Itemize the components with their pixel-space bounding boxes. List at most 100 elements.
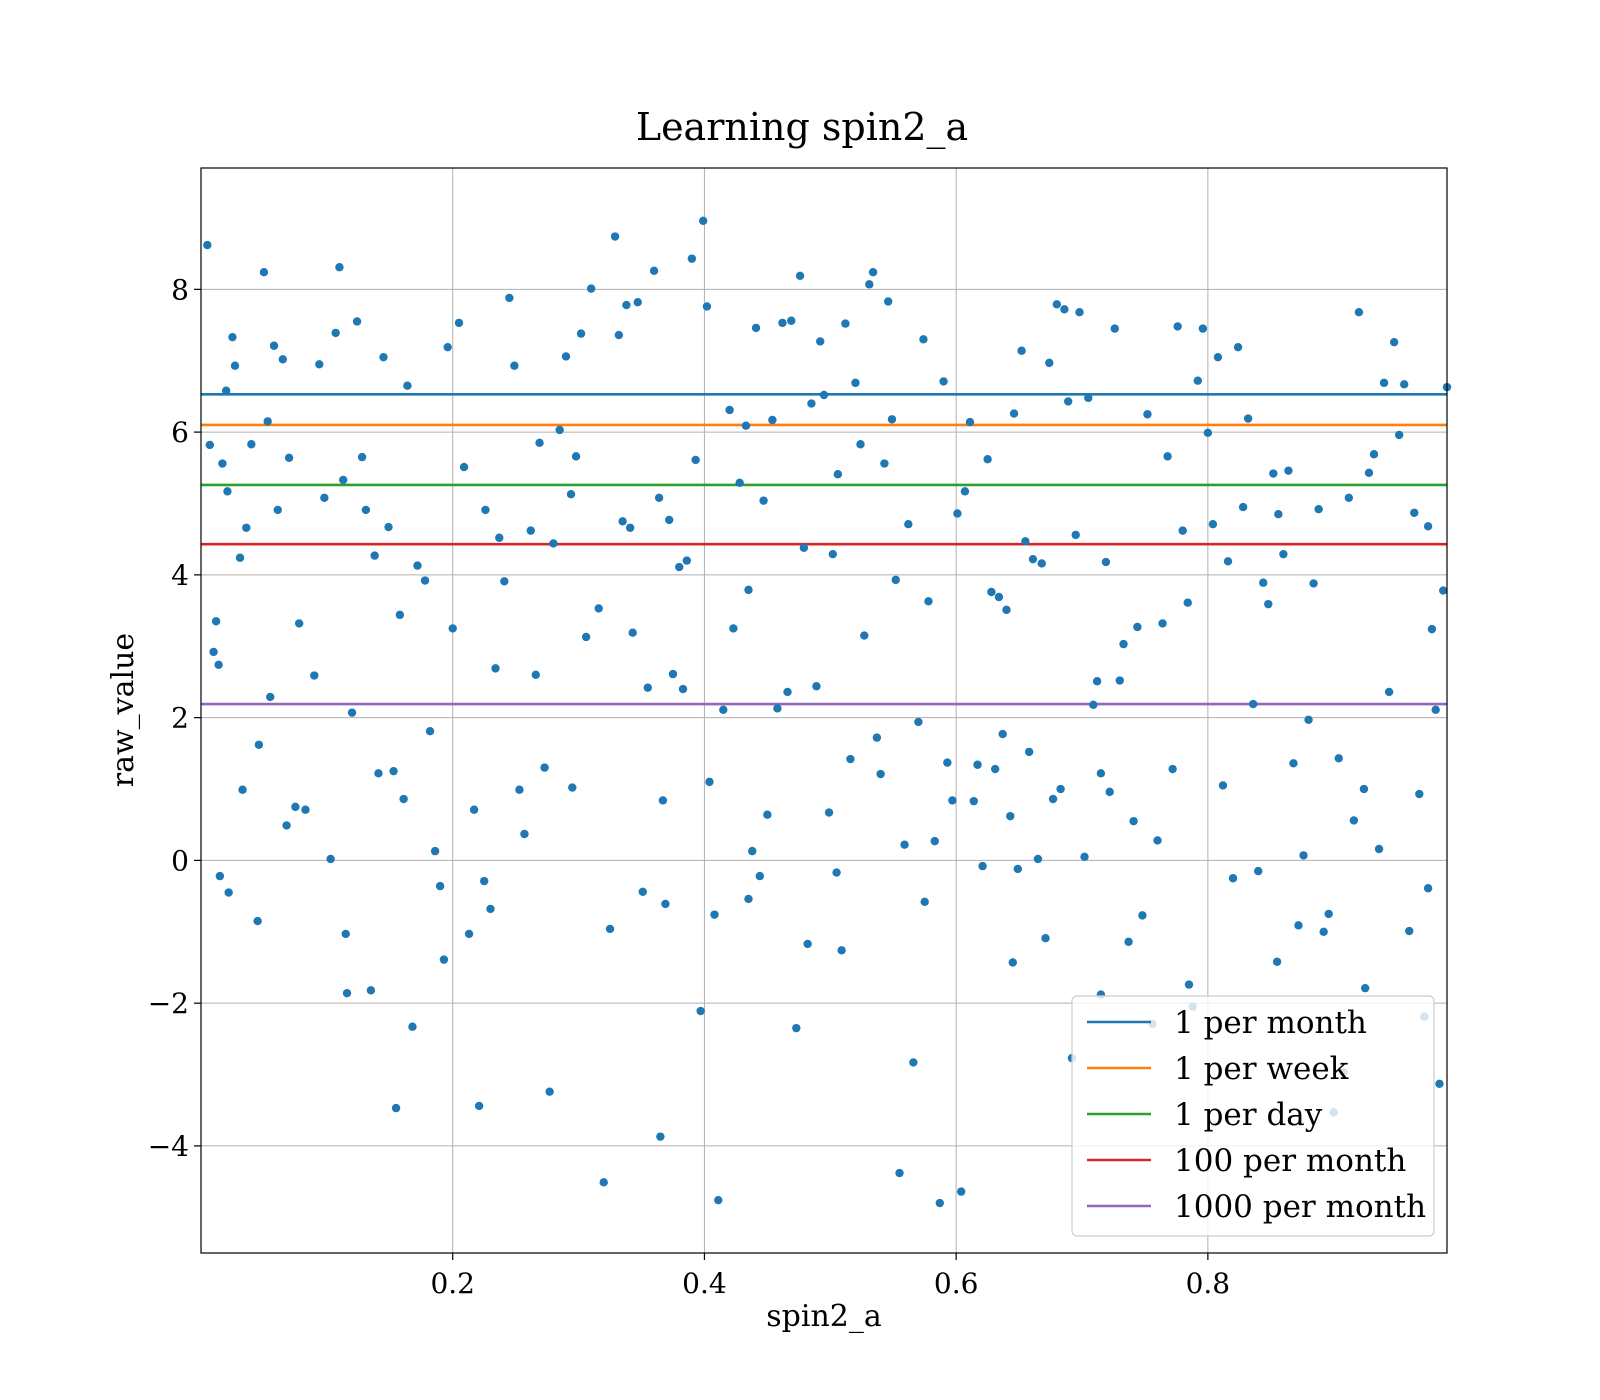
scatter-point [1013, 864, 1023, 874]
scatter-point [549, 539, 558, 548]
scatter-point [960, 487, 970, 496]
scatter-point [1033, 854, 1043, 864]
grid-lines [201, 168, 1447, 1253]
scatter-point [1143, 410, 1152, 419]
legend-label: 1 per week [1174, 1051, 1349, 1087]
scatter-point [500, 577, 509, 586]
scatter-point [315, 360, 324, 369]
scatter-point [221, 386, 231, 395]
scatter-point [920, 897, 929, 907]
scatter-point [1223, 557, 1233, 566]
scatter-point [420, 576, 430, 585]
scatter-point [448, 624, 457, 633]
scatter-point [856, 440, 865, 449]
scatter-point [594, 604, 603, 613]
x-axis-ticks: 0.2 0.4 0.6 0.8 [430, 1253, 1230, 1300]
scatter-point [599, 1178, 608, 1187]
scatter-point [768, 415, 777, 425]
scatter-point [495, 533, 504, 542]
scatter-point [1193, 376, 1203, 385]
scatter-point [545, 1087, 554, 1096]
scatter-point [828, 549, 838, 559]
scatter-point [230, 361, 240, 370]
scatter-point [1359, 784, 1369, 794]
scatter-point [876, 769, 885, 779]
scatter-point [581, 632, 591, 642]
scatter-point [891, 575, 900, 585]
scatter-point [403, 381, 412, 390]
scatter-point [803, 939, 812, 949]
scatter-point [664, 515, 674, 525]
scatter-point [1439, 586, 1448, 595]
scatter-point [331, 328, 340, 338]
scatter-point [214, 660, 223, 670]
scatter-point [443, 342, 452, 352]
scatter-point [459, 462, 469, 472]
scatter-point [682, 556, 692, 565]
scatter-point [335, 263, 344, 272]
scatter-point [203, 240, 212, 250]
scatter-point [1344, 493, 1354, 502]
scatter-point [1133, 622, 1142, 632]
scatter-point [1410, 508, 1419, 517]
scatter-point [1334, 754, 1343, 763]
scatter-point [610, 232, 620, 241]
scatter-point [1259, 578, 1268, 587]
scatter-point [1394, 430, 1404, 440]
scatter-point [633, 297, 642, 307]
legend: 1 per month 1 per week 1 per day 100 per mo… [1071, 995, 1435, 1237]
scatter-point [320, 493, 329, 502]
x-tick-label: 0.2 [430, 1267, 475, 1300]
scatter-point [994, 592, 1004, 602]
scatter-point [571, 452, 581, 461]
scatter-point [799, 543, 809, 552]
scatter-point [1379, 378, 1389, 388]
scatter-point [1431, 705, 1440, 714]
scatter-point [266, 692, 275, 702]
scatter-point [1060, 305, 1069, 314]
scatter-point [914, 717, 923, 727]
scatter-point [846, 754, 855, 764]
legend-label: 1 per month [1174, 1005, 1367, 1041]
legend-label: 1000 per month [1174, 1189, 1426, 1225]
scatter-point [1400, 380, 1409, 389]
scatter-point [748, 846, 757, 856]
scatter-point [792, 1023, 801, 1033]
legend-box [1071, 995, 1435, 1237]
scatter-point [555, 425, 564, 435]
scatter-point [366, 986, 376, 995]
scatter-point [1360, 983, 1370, 993]
scatter-point [395, 610, 405, 620]
scatter-point [464, 929, 474, 939]
scatter-point [1349, 816, 1359, 825]
scatter-point [357, 452, 367, 462]
scatter-point [1272, 957, 1282, 966]
scatter-point [1183, 598, 1192, 607]
scatter-point [787, 316, 796, 325]
scatter-point [702, 302, 712, 311]
scatter-point [326, 854, 335, 864]
scatter-point [1427, 624, 1437, 634]
scatter-point [1243, 414, 1253, 423]
scatter-point [1213, 352, 1223, 362]
scatter-point [254, 740, 264, 749]
scatter-point [987, 587, 996, 597]
scatter-point [1423, 522, 1433, 531]
scatter-point [729, 624, 738, 633]
scatter-point [783, 687, 792, 697]
legend-label: 1 per day [1174, 1097, 1323, 1133]
scatter-point [1228, 874, 1238, 883]
scatter-point [1009, 409, 1019, 418]
scatter-point [819, 390, 829, 400]
scatter-point [833, 470, 843, 479]
scatter-point [696, 1006, 705, 1016]
scatter-point [282, 821, 291, 830]
scatter-point [969, 796, 978, 806]
data-points [203, 216, 1452, 1208]
scatter-point [1374, 844, 1384, 854]
scatter-point [1052, 300, 1062, 309]
scatter-point [1405, 926, 1414, 936]
scatter-point [1037, 559, 1046, 568]
scatter-point [379, 352, 388, 362]
scatter-point [751, 323, 761, 333]
